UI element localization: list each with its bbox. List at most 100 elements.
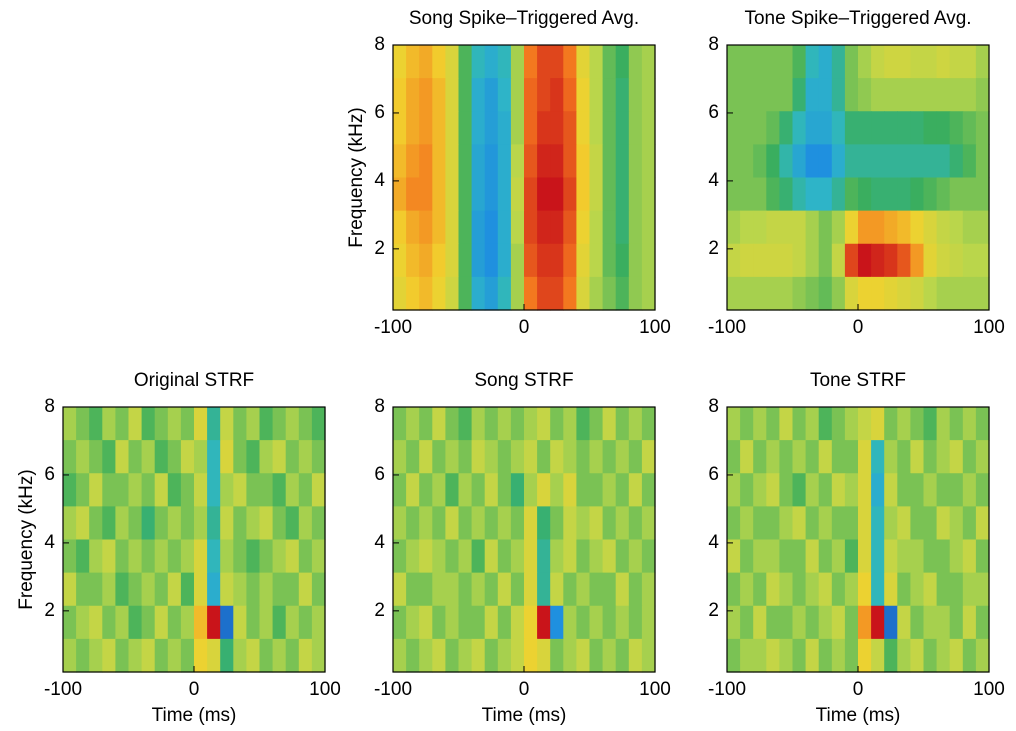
heatmap-cell: [311, 407, 326, 441]
heatmap-cell: [792, 473, 807, 507]
heatmap-cell: [393, 144, 407, 179]
heatmap-cell: [910, 506, 925, 541]
heatmap-cell: [615, 506, 630, 541]
heatmap-cell: [272, 605, 287, 640]
heatmap-cell: [844, 144, 859, 179]
heatmap-cell: [180, 440, 195, 474]
heatmap-cell: [740, 45, 754, 79]
heatmap-cell: [884, 243, 898, 278]
heatmap-cell: [727, 210, 741, 245]
heatmap-cell: [766, 506, 780, 541]
heatmap-cell: [76, 605, 90, 640]
heatmap-cell: [76, 638, 90, 673]
heatmap-cell: [576, 45, 591, 79]
heatmap-cell: [524, 111, 538, 145]
heatmap-cell: [792, 572, 807, 607]
heatmap-cell: [471, 440, 486, 474]
heatmap-cell: [458, 243, 473, 278]
heatmap-cell: [76, 572, 90, 607]
heatmap-cell: [844, 638, 859, 673]
heatmap-cell: [740, 177, 754, 212]
heatmap-cell: [727, 243, 741, 278]
heatmap-cell: [524, 407, 538, 441]
heatmap-cell: [115, 539, 130, 574]
heatmap-cell: [628, 45, 643, 79]
heatmap-cell: [510, 572, 525, 607]
heatmap-cell: [753, 243, 767, 278]
heatmap-cell: [936, 78, 951, 112]
heatmap-cell: [484, 638, 499, 673]
heatmap-cell: [497, 572, 512, 607]
heatmap-cell: [432, 638, 446, 673]
heatmap-cell: [858, 276, 872, 311]
heatmap-cell: [194, 440, 208, 474]
y-tick-label: 8: [708, 396, 719, 417]
heatmap-cell: [871, 638, 885, 673]
heatmap-cell: [471, 539, 486, 574]
heatmap-cell: [63, 407, 77, 441]
heatmap-cell: [471, 111, 486, 145]
heatmap-cell: [923, 440, 938, 474]
heatmap-cell: [949, 473, 964, 507]
heatmap-cell: [975, 638, 990, 673]
heatmap-cell: [831, 45, 846, 79]
heatmap-cell: [844, 407, 859, 441]
heatmap-cell: [871, 440, 885, 474]
heatmap-cell: [753, 506, 767, 541]
heatmap-cell: [831, 572, 846, 607]
heatmap-cell: [779, 243, 794, 278]
heatmap-cell: [497, 177, 512, 212]
heatmap-cell: [602, 506, 617, 541]
heatmap-cell: [753, 605, 767, 640]
heatmap-cell: [602, 407, 617, 441]
heatmap-cell: [419, 210, 433, 245]
heatmap-cell: [419, 506, 433, 541]
heatmap-cell: [220, 572, 234, 607]
heatmap-cell: [484, 605, 499, 640]
heatmap-cell: [831, 407, 846, 441]
heatmap-cell: [576, 243, 591, 278]
heatmap-cell: [805, 276, 820, 311]
heatmap-cell: [602, 638, 617, 673]
y-tick-label: 6: [708, 102, 719, 123]
heatmap-cell: [524, 210, 538, 245]
y-axis-label: Frequency (kHz): [346, 107, 367, 247]
heatmap-cell: [740, 243, 754, 278]
heatmap-cell: [194, 539, 208, 574]
heatmap-cell: [602, 539, 617, 574]
heatmap-cell: [602, 473, 617, 507]
heatmap-cell: [563, 638, 577, 673]
heatmap-cell: [445, 243, 460, 278]
heatmap-cell: [910, 177, 925, 212]
heatmap-cell: [766, 638, 780, 673]
heatmap-cell: [831, 78, 846, 112]
heatmap-cell: [792, 440, 807, 474]
heatmap-cell: [272, 440, 287, 474]
heatmap-cell: [910, 407, 925, 441]
heatmap-cell: [432, 539, 446, 574]
heatmap-cell: [141, 506, 156, 541]
heatmap-cell: [884, 506, 898, 541]
heatmap-cell: [471, 177, 486, 212]
heatmap-cell: [510, 539, 525, 574]
heatmap-cell: [89, 605, 103, 640]
heatmap-cell: [259, 605, 274, 640]
heatmap-cell: [884, 78, 898, 112]
heatmap-cell: [76, 473, 90, 507]
heatmap-cell: [871, 243, 885, 278]
heatmap-cell: [233, 506, 247, 541]
heatmap-cell: [510, 638, 525, 673]
heatmap-cell: [406, 638, 420, 673]
heatmap-cell: [949, 276, 964, 311]
heatmap-cell: [753, 473, 767, 507]
heatmap-cell: [949, 78, 964, 112]
heatmap-cell: [471, 276, 486, 311]
heatmap-cell: [871, 473, 885, 507]
heatmap-cell: [497, 407, 512, 441]
heatmap-cell: [871, 605, 885, 640]
heatmap-cell: [805, 210, 820, 245]
heatmap-cell: [884, 276, 898, 311]
heatmap-cell: [727, 440, 741, 474]
heatmap-cell: [884, 539, 898, 574]
heatmap-cell: [128, 407, 143, 441]
